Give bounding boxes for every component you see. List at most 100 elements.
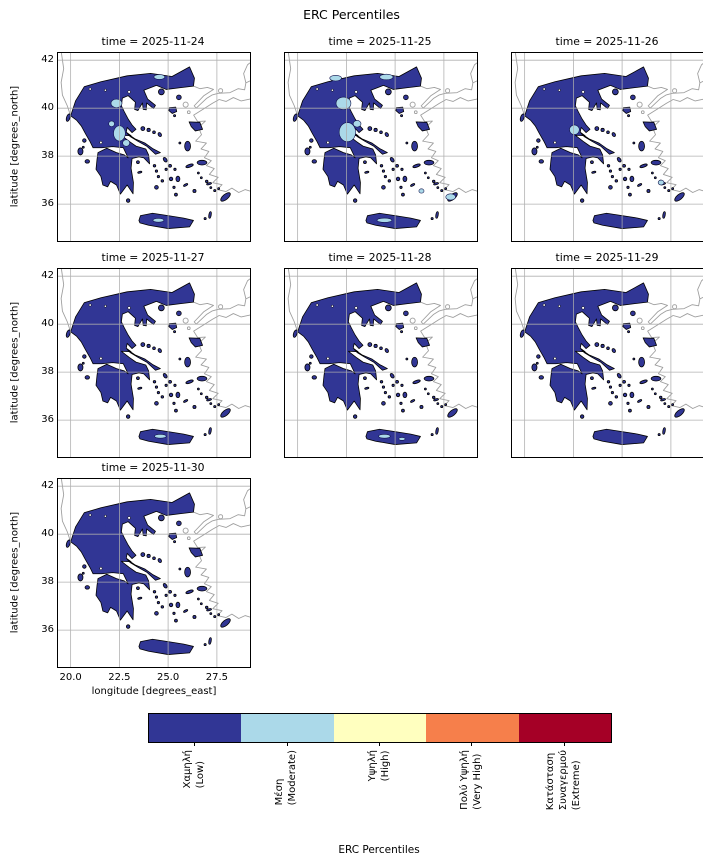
lakes xyxy=(542,303,585,361)
colorbar-category: Πολύ Υψηλή (Very High) xyxy=(425,750,517,810)
greece-map xyxy=(512,53,703,241)
y-tick-label: 40 xyxy=(41,318,54,330)
y-tick-label: 42 xyxy=(41,270,54,282)
moderate-region xyxy=(152,217,165,223)
moderate-region xyxy=(338,122,356,143)
lakes xyxy=(88,513,131,571)
map-panel-6: time = 2025-11-29 xyxy=(511,250,703,458)
island-lesbos xyxy=(188,121,203,132)
moderate-patches xyxy=(378,433,406,441)
y-axis-label: latitude [degrees_north] xyxy=(9,511,21,634)
colorbar-title: ERC Percentiles xyxy=(338,844,420,856)
greece-landmass xyxy=(519,282,685,445)
greece-map xyxy=(58,479,250,667)
colorbar-category-label: Μέση (Moderate) xyxy=(274,750,299,806)
y-tick-label: 38 xyxy=(41,576,54,588)
colorbar-tick xyxy=(379,742,380,746)
moderate-region xyxy=(108,120,115,127)
gridlines xyxy=(285,269,477,457)
panel-title: time = 2025-11-30 xyxy=(101,461,205,474)
island-crete xyxy=(138,212,194,229)
panel-title: time = 2025-11-26 xyxy=(555,35,659,48)
lakes xyxy=(88,303,131,361)
colorbar-category-label: Υψηλή (High) xyxy=(366,750,391,782)
moderate-region xyxy=(569,124,580,135)
panel-title: time = 2025-11-27 xyxy=(101,251,205,264)
island-limnos xyxy=(168,106,178,114)
greece-mainland xyxy=(524,282,649,411)
island-euboea xyxy=(580,348,615,371)
panel-title: time = 2025-11-25 xyxy=(328,35,432,48)
panel-title: time = 2025-11-28 xyxy=(328,251,432,264)
y-axis-label: latitude [degrees_north] xyxy=(9,85,21,208)
island-crete xyxy=(365,212,421,229)
gridlines xyxy=(58,53,250,241)
map-plot-area xyxy=(284,52,478,242)
map-panel-5: time = 2025-11-28 xyxy=(284,250,478,458)
y-tick-label: 40 xyxy=(41,102,54,114)
island-euboea xyxy=(353,348,388,371)
gridlines xyxy=(58,269,250,457)
greece-mainland xyxy=(524,66,649,195)
island-crete xyxy=(138,638,194,655)
y-tick-label: 36 xyxy=(41,624,54,636)
moderate-region xyxy=(445,193,456,201)
y-tick-label: 36 xyxy=(41,198,54,210)
map-plot-area: 42 40 38 36 latitude [degrees_north] xyxy=(10,52,251,242)
moderate-region xyxy=(335,96,352,110)
greece-landmass xyxy=(519,66,685,229)
greece-landmass xyxy=(65,66,231,229)
map-plot-area: 42 40 38 36 latitude [degrees_north] xyxy=(10,268,251,458)
map-plot-area xyxy=(511,268,703,458)
x-tick-label: 25.0 xyxy=(156,672,180,683)
island-lesbos xyxy=(642,121,657,132)
island-euboea xyxy=(580,132,615,155)
lakes xyxy=(88,87,131,145)
moderate-region xyxy=(110,98,123,108)
moderate-region xyxy=(122,139,130,147)
island-euboea xyxy=(353,132,388,155)
figure-title: ERC Percentiles xyxy=(303,7,400,22)
greece-mainland xyxy=(70,282,195,411)
colorbar-category: Χαμηλή (Low) xyxy=(148,750,240,788)
moderate-region xyxy=(154,433,167,439)
island-lesbos xyxy=(415,337,430,348)
island-crete xyxy=(592,428,648,445)
greece-mainland xyxy=(70,492,195,621)
island-crete xyxy=(592,212,648,229)
island-lesbos xyxy=(642,337,657,348)
x-tick-label: 22.5 xyxy=(108,672,131,683)
moderate-region xyxy=(352,120,362,128)
colorbar-tick xyxy=(563,742,565,746)
moderate-region xyxy=(329,75,342,82)
colorbar xyxy=(148,713,612,743)
y-axis-label: latitude [degrees_north] xyxy=(9,301,21,424)
greece-landmass xyxy=(292,282,458,445)
colorbar-category: Υψηλή (High) xyxy=(333,750,425,781)
colorbar-segment-4 xyxy=(426,714,519,742)
moderate-region xyxy=(379,73,394,81)
lakes xyxy=(315,303,358,361)
moderate-region xyxy=(378,433,391,439)
x-tick-label: 27.5 xyxy=(205,672,229,683)
island-limnos xyxy=(168,532,178,540)
map-panel-4: time = 2025-11-27 xyxy=(10,250,251,458)
map-panel-1: time = 2025-11-24 xyxy=(10,34,251,242)
map-plot-area: 42 40 38 36 latitude [degrees_north] 20.0 22.5… xyxy=(10,478,251,697)
island-limnos xyxy=(395,106,405,114)
y-tick-label: 42 xyxy=(41,54,54,66)
colorbar-segment-5 xyxy=(518,714,612,742)
moderate-region xyxy=(418,188,425,194)
moderate-region xyxy=(657,179,665,186)
island-limnos xyxy=(395,322,405,330)
colorbar-category-label: Πολύ Υψηλή (Very High) xyxy=(459,750,484,810)
moderate-region xyxy=(153,74,166,80)
colorbar-tick xyxy=(286,742,288,746)
panel-title: time = 2025-11-29 xyxy=(555,251,659,264)
moderate-region xyxy=(376,217,393,223)
y-tick-label: 36 xyxy=(41,414,54,426)
greece-map xyxy=(285,53,477,241)
island-euboea xyxy=(126,348,161,371)
island-limnos xyxy=(168,322,178,330)
